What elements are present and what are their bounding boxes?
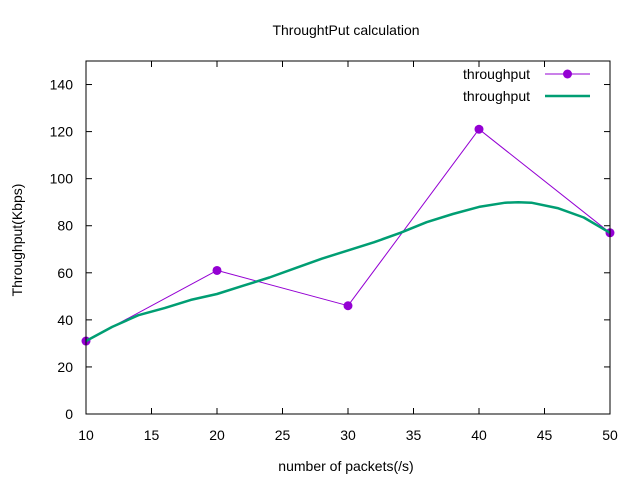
legend-label: throughput xyxy=(463,66,530,82)
axis-ticks: 10 15 20 25 30 35 40 45 50 0 20 40 60 80 100 120 140 xyxy=(50,61,618,443)
x-tick-label: 15 xyxy=(144,427,160,443)
y-tick-label: 140 xyxy=(50,77,74,93)
y-tick-label: 80 xyxy=(57,218,73,234)
chart-title: ThroughtPut calculation xyxy=(272,22,419,38)
legend-entry-2: throughput xyxy=(463,88,590,104)
data-point xyxy=(212,265,222,275)
x-tick-label: 20 xyxy=(209,427,225,443)
legend-label: throughput xyxy=(463,88,530,104)
x-tick-label: 50 xyxy=(602,427,618,443)
legend-entry-1: throughput xyxy=(463,66,590,82)
x-tick-label: 30 xyxy=(340,427,356,443)
legend: throughput throughput xyxy=(463,66,590,104)
y-tick-label: 0 xyxy=(65,406,73,422)
data-point xyxy=(343,301,353,311)
y-tick-label: 100 xyxy=(50,171,74,187)
series-2-line xyxy=(85,200,611,343)
x-tick-label: 45 xyxy=(537,427,553,443)
x-tick-label: 35 xyxy=(406,427,422,443)
x-tick-label: 25 xyxy=(275,427,291,443)
y-tick-label: 60 xyxy=(57,265,73,281)
y-tick-label: 120 xyxy=(50,124,74,140)
y-tick-label: 40 xyxy=(57,312,73,328)
series-layer xyxy=(81,124,615,346)
y-tick-label: 20 xyxy=(57,359,73,375)
y-axis-title: Throughput(Kbps) xyxy=(9,184,25,297)
legend-marker xyxy=(563,69,572,79)
x-tick-label: 40 xyxy=(471,427,487,443)
x-axis-title: number of packets(/s) xyxy=(278,458,413,474)
series-2 xyxy=(85,200,611,343)
y-axis-title-group: Throughput(Kbps) xyxy=(9,184,25,297)
plot-frame xyxy=(85,60,611,415)
series-1 xyxy=(81,124,615,346)
data-point xyxy=(474,124,484,134)
x-tick-label: 10 xyxy=(78,427,94,443)
